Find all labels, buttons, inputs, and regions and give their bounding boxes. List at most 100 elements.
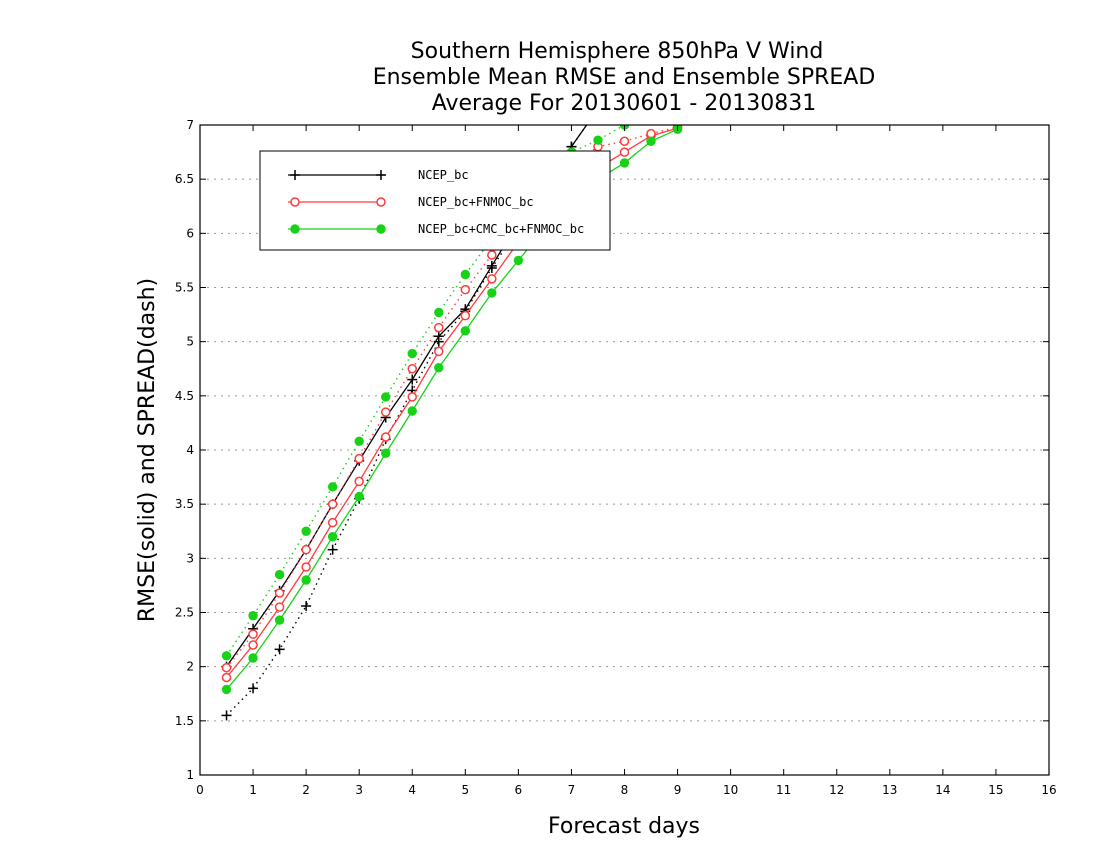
data-point-spread <box>487 250 497 260</box>
data-point-rmse <box>460 326 471 336</box>
y-tick-label: 2.5 <box>175 606 194 620</box>
data-point-spread <box>619 136 630 146</box>
x-tick-label: 13 <box>882 783 897 797</box>
x-tick-label: 1 <box>249 783 257 797</box>
data-point-rmse <box>301 562 311 572</box>
x-tick-label: 15 <box>988 783 1003 797</box>
legend-item: NCEP_bc+CMC_bc+FNMOC_bc <box>288 222 584 236</box>
data-point-rmse <box>381 448 391 458</box>
data-point-spread <box>380 407 391 417</box>
data-point-rmse <box>460 310 471 321</box>
y-tick-label: 1.5 <box>175 714 194 728</box>
legend-label: NCEP_bc <box>418 168 469 182</box>
legend-box <box>259 150 611 251</box>
chart-title-line-3: Average For 20130601 - 20130831 <box>432 91 817 116</box>
x-tick-label: 6 <box>515 783 523 797</box>
x-tick-label: 7 <box>568 783 576 797</box>
chart-title: Southern Hemisphere 850hPa V Wind Ensemb… <box>373 39 876 116</box>
series-line-spread <box>225 125 628 657</box>
y-tick-label: 4 <box>186 443 194 457</box>
data-point-spread <box>647 115 655 123</box>
data-point-rmse <box>248 653 258 663</box>
data-point-spread <box>593 135 603 145</box>
x-axis-ticks: 0 1 2 3 4 5 6 7 8 9 10 11 12 13 14 15 16 <box>196 125 1057 797</box>
y-axis-label: RMSE(solid) and SPREAD(dash) <box>135 278 160 622</box>
data-point-rmse <box>407 392 417 402</box>
data-point-rmse <box>434 346 444 357</box>
data-point-spread <box>274 588 285 598</box>
data-point-rmse <box>487 288 497 298</box>
data-point-spread <box>327 499 338 509</box>
data-point-spread <box>460 269 471 280</box>
y-tick-label: 3 <box>186 551 194 565</box>
series-line-spread <box>225 126 678 669</box>
data-point-spread <box>248 629 258 639</box>
data-point-spread <box>434 307 444 318</box>
y-tick-label: 1 <box>186 768 194 782</box>
data-point-rmse <box>274 615 285 625</box>
series-layer <box>221 115 683 721</box>
legend-label: NCEP_bc+FNMOC_bc <box>418 195 534 209</box>
y-tick-label: 5.5 <box>175 281 194 295</box>
x-tick-label: 12 <box>829 783 844 797</box>
x-tick-label: 8 <box>621 783 629 797</box>
data-point-spread <box>354 453 364 464</box>
legend-item: NCEP_bc+FNMOC_bc <box>288 195 534 209</box>
data-point-spread <box>274 569 285 580</box>
data-point-spread <box>248 683 259 694</box>
x-tick-label: 9 <box>674 783 682 797</box>
data-point-spread <box>354 436 364 447</box>
legend-marker <box>376 197 386 207</box>
legend-marker <box>376 170 386 180</box>
data-point-spread <box>221 651 232 661</box>
data-point-spread <box>407 348 417 359</box>
data-point-spread <box>486 263 497 273</box>
data-point-spread <box>301 544 311 555</box>
data-point-rmse <box>434 362 444 373</box>
x-tick-label: 5 <box>461 783 469 797</box>
data-point-rmse <box>646 136 656 146</box>
legend: NCEP_bc NCEP_bc+FNMOC_bc NCEP_bc+CMC_bc+FN… <box>259 150 611 251</box>
legend-item: NCEP_bc <box>288 168 469 182</box>
data-point-spread <box>407 364 417 374</box>
data-point-rmse <box>619 147 630 157</box>
data-point-spread <box>274 644 285 655</box>
data-point-spread <box>248 611 258 621</box>
data-point-rmse <box>354 476 364 487</box>
y-tick-label: 3.5 <box>175 497 194 511</box>
data-point-rmse <box>327 531 338 542</box>
data-point-rmse <box>513 255 524 266</box>
x-tick-label: 3 <box>355 783 363 797</box>
data-point-rmse <box>407 374 418 385</box>
legend-marker <box>290 224 300 234</box>
grid-lines <box>200 178 1049 722</box>
x-tick-label: 2 <box>302 783 310 797</box>
data-point-rmse <box>221 672 232 683</box>
data-point-rmse <box>354 491 364 502</box>
x-tick-label: 0 <box>196 783 204 797</box>
y-tick-label: 4.5 <box>175 389 194 403</box>
chart-title-line-2: Ensemble Mean RMSE and Ensemble SPREAD <box>373 65 876 90</box>
data-point-spread <box>646 128 656 139</box>
data-point-rmse <box>301 575 311 585</box>
x-tick-label: 14 <box>935 783 950 797</box>
data-point-spread <box>433 336 444 347</box>
data-point-rmse <box>407 406 417 416</box>
data-point-spread <box>327 544 338 555</box>
data-point-spread <box>434 322 444 333</box>
data-point-spread <box>301 601 312 611</box>
x-tick-label: 11 <box>776 783 791 797</box>
y-axis-ticks: 1 1.5 2 2.5 3 3.5 4 4.5 5 5.5 6 6.5 7 <box>175 118 1049 782</box>
data-point-rmse <box>380 432 391 442</box>
data-point-spread <box>221 663 232 673</box>
legend-marker <box>290 197 300 207</box>
data-point-spread <box>301 526 311 536</box>
chart-title-line-1: Southern Hemisphere 850hPa V Wind <box>411 39 824 64</box>
data-point-rmse <box>274 602 285 612</box>
legend-label: NCEP_bc+CMC_bc+FNMOC_bc <box>418 222 584 236</box>
y-tick-label: 6 <box>186 226 194 240</box>
data-point-rmse <box>487 274 497 284</box>
x-tick-label: 10 <box>723 783 738 797</box>
legend-marker <box>290 170 300 180</box>
data-point-spread <box>221 710 232 721</box>
